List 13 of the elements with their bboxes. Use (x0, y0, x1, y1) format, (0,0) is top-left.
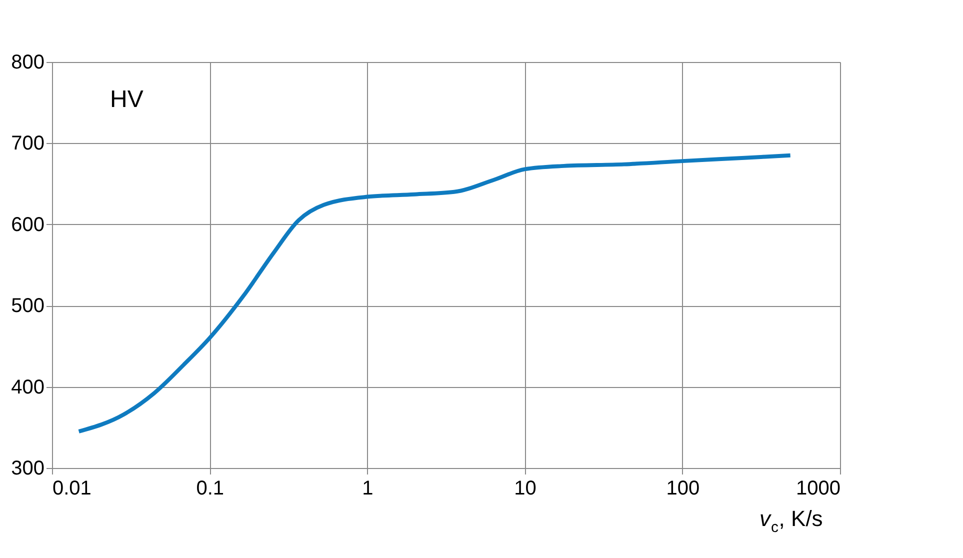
y-tick-label: 600 (11, 214, 44, 236)
x-tick-label: 1 (362, 478, 374, 500)
y-tick-label: 400 (11, 376, 44, 398)
x-tick-label: 0.01 (52, 478, 92, 500)
y-tick-label: 500 (11, 295, 44, 318)
x-tick-label: 1000 (796, 478, 840, 500)
y-tick-label: 700 (11, 132, 44, 155)
x-tick-label: 0.1 (196, 478, 224, 500)
y-tick-label: 800 (11, 52, 44, 74)
x-tick-label: 10 (514, 478, 536, 500)
x-tick-label: 100 (666, 478, 700, 500)
y-tick-label: 300 (11, 458, 44, 480)
annotation: HV (110, 86, 144, 113)
